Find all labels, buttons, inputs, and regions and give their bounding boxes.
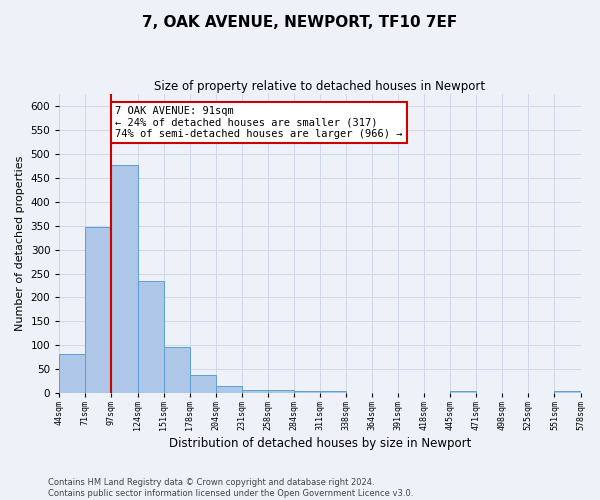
Bar xyxy=(268,390,294,393)
Bar xyxy=(59,354,85,393)
Bar xyxy=(242,390,268,393)
Bar xyxy=(450,390,476,393)
Bar xyxy=(164,347,190,393)
Bar xyxy=(137,281,164,393)
Bar xyxy=(294,390,320,393)
Bar xyxy=(320,390,346,393)
Bar xyxy=(85,226,112,393)
Bar xyxy=(554,390,581,393)
Bar xyxy=(215,386,242,393)
Bar xyxy=(112,166,137,393)
Y-axis label: Number of detached properties: Number of detached properties xyxy=(15,156,25,332)
Text: 7, OAK AVENUE, NEWPORT, TF10 7EF: 7, OAK AVENUE, NEWPORT, TF10 7EF xyxy=(142,15,458,30)
Text: 7 OAK AVENUE: 91sqm
← 24% of detached houses are smaller (317)
74% of semi-detac: 7 OAK AVENUE: 91sqm ← 24% of detached ho… xyxy=(115,106,403,140)
X-axis label: Distribution of detached houses by size in Newport: Distribution of detached houses by size … xyxy=(169,437,471,450)
Title: Size of property relative to detached houses in Newport: Size of property relative to detached ho… xyxy=(154,80,485,93)
Text: Contains HM Land Registry data © Crown copyright and database right 2024.
Contai: Contains HM Land Registry data © Crown c… xyxy=(48,478,413,498)
Bar xyxy=(190,376,215,393)
